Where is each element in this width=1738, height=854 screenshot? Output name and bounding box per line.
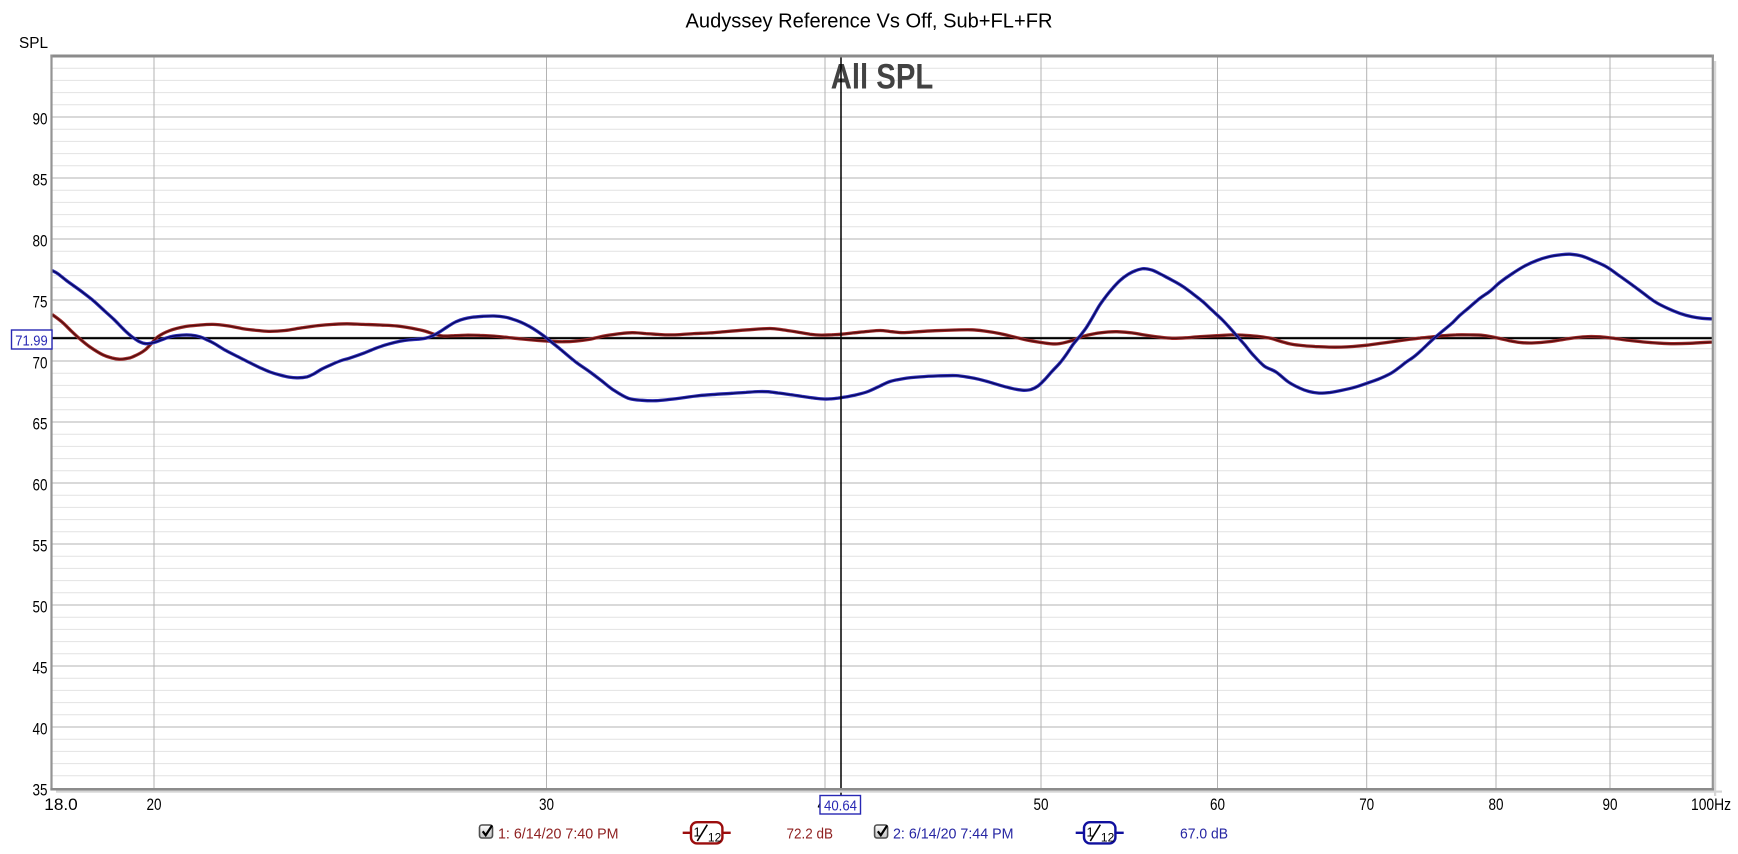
svg-text:75: 75 — [33, 294, 48, 312]
svg-text:50: 50 — [33, 599, 48, 617]
svg-text:70: 70 — [1359, 796, 1374, 814]
svg-text:90: 90 — [33, 111, 48, 129]
svg-text:72.2 dB: 72.2 dB — [787, 826, 834, 843]
svg-text:1: 1 — [694, 825, 701, 840]
svg-text:2: 6/14/20 7:44 PM: 2: 6/14/20 7:44 PM — [893, 826, 1014, 843]
svg-text:71.99: 71.99 — [15, 334, 48, 350]
svg-text:60: 60 — [33, 477, 48, 495]
svg-text:All SPL: All SPL — [831, 58, 934, 97]
svg-text:85: 85 — [33, 172, 48, 190]
svg-text:Audyssey Reference Vs Off, Sub: Audyssey Reference Vs Off, Sub+FL+FR — [686, 10, 1053, 33]
svg-text:1: 6/14/20 7:40 PM: 1: 6/14/20 7:40 PM — [498, 826, 619, 843]
svg-text:40.64: 40.64 — [824, 799, 857, 815]
svg-text:45: 45 — [33, 660, 48, 678]
svg-text:12: 12 — [1101, 831, 1115, 845]
svg-text:70: 70 — [33, 355, 48, 373]
svg-text:80: 80 — [33, 233, 48, 251]
svg-text:35: 35 — [33, 782, 48, 800]
svg-text:55: 55 — [33, 538, 48, 556]
svg-text:SPL: SPL — [19, 35, 48, 52]
svg-text:12: 12 — [708, 831, 722, 845]
svg-text:67.0 dB: 67.0 dB — [1180, 826, 1228, 843]
svg-text:40: 40 — [33, 721, 48, 739]
svg-text:80: 80 — [1489, 796, 1504, 814]
svg-text:18.0: 18.0 — [44, 796, 78, 814]
svg-text:1: 1 — [1087, 825, 1094, 840]
svg-text:60: 60 — [1210, 796, 1225, 814]
svg-text:65: 65 — [33, 416, 48, 434]
svg-text:30: 30 — [539, 796, 554, 814]
svg-text:20: 20 — [147, 796, 162, 814]
svg-text:90: 90 — [1603, 796, 1618, 814]
svg-text:50: 50 — [1034, 796, 1049, 814]
svg-text:100Hz: 100Hz — [1691, 796, 1731, 814]
